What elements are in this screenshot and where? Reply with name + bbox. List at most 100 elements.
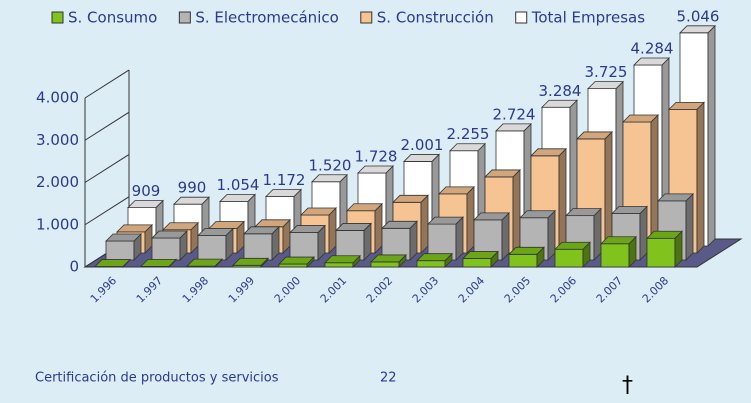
data-label: 2.001 — [401, 136, 444, 154]
bar — [186, 258, 223, 268]
bar — [105, 233, 142, 261]
bar-side — [374, 202, 383, 254]
bar-top — [611, 206, 648, 214]
data-label: 909 — [132, 182, 161, 200]
bar — [151, 230, 188, 261]
bar-top — [219, 194, 256, 202]
bar-top — [357, 165, 394, 174]
bar-top — [278, 256, 315, 265]
bar — [462, 250, 499, 268]
bar — [232, 257, 269, 268]
bar-front — [462, 258, 492, 268]
y-tick-label: 3.000 — [36, 131, 79, 149]
bar-top — [473, 212, 510, 221]
bar-top — [508, 246, 545, 255]
data-label: 1.728 — [355, 147, 398, 165]
bar — [554, 241, 591, 268]
bar-top — [162, 222, 199, 231]
bar-top — [105, 233, 142, 242]
legend-label: Total Empresas — [531, 9, 645, 27]
data-label: 2.255 — [447, 125, 490, 143]
bar-side — [707, 24, 716, 247]
bar-top — [370, 254, 407, 263]
bar-side — [547, 209, 556, 261]
bar-top — [600, 236, 637, 245]
bar — [278, 256, 315, 268]
bar-top — [484, 169, 521, 178]
bar-front — [278, 263, 308, 268]
footer-caption: Certificación de productos y servicios — [35, 371, 279, 386]
bar-top — [116, 224, 153, 233]
bar-front — [370, 261, 400, 268]
legend-swatch — [360, 11, 373, 24]
bar-front — [600, 243, 630, 268]
bar-top — [633, 57, 670, 66]
bar-front — [243, 233, 273, 261]
data-label: 1.054 — [217, 176, 260, 194]
bar-top — [668, 101, 705, 110]
y-tick-label: 0 — [69, 258, 79, 276]
bar — [140, 258, 177, 268]
bar-top — [151, 230, 188, 239]
bar — [646, 230, 683, 268]
bar-top — [289, 225, 326, 233]
bar — [335, 222, 372, 261]
bar-side — [466, 185, 475, 254]
footer-mark: † — [622, 373, 633, 398]
bar-top — [576, 131, 613, 140]
bar-side — [328, 207, 337, 254]
bar-front — [289, 232, 319, 261]
bar-top — [186, 258, 223, 267]
y-tick-label: 4.000 — [36, 89, 79, 107]
bar-top — [127, 200, 164, 208]
data-label: 3.725 — [585, 63, 628, 81]
data-label: 1.172 — [263, 171, 306, 189]
bar-side — [420, 194, 429, 254]
bar-top — [197, 228, 234, 236]
bar-front — [105, 240, 135, 261]
bar-top — [346, 203, 383, 212]
bar-top — [300, 207, 337, 216]
data-label: 990 — [178, 179, 207, 197]
bar — [600, 235, 637, 268]
bar-top — [381, 220, 418, 229]
bar — [508, 246, 545, 268]
grid-line — [84, 111, 130, 141]
data-label: 5.046 — [677, 7, 720, 25]
bar-top — [530, 148, 567, 157]
bar — [243, 225, 280, 261]
bar-top — [173, 196, 210, 205]
y-tick-label: 1.000 — [36, 215, 79, 233]
grid-line — [84, 154, 130, 183]
bar-top — [462, 251, 499, 259]
legend-swatch — [178, 11, 191, 24]
bar — [197, 227, 234, 261]
bar-top — [449, 143, 486, 152]
legend-swatch — [515, 11, 528, 24]
bar-side — [685, 192, 694, 261]
bar-side — [512, 168, 521, 254]
bar — [94, 258, 131, 268]
bar — [370, 253, 407, 268]
bar-front — [335, 230, 365, 261]
bar-top — [427, 216, 464, 225]
bar-top — [587, 81, 624, 90]
data-label: 4.284 — [631, 40, 674, 58]
bar-top — [554, 241, 591, 250]
bar-top — [403, 154, 440, 162]
bar-top — [657, 193, 694, 202]
bar-front — [646, 237, 676, 268]
data-label: 1.520 — [309, 156, 352, 174]
bar — [381, 220, 418, 261]
grid-line — [84, 196, 130, 226]
bar-side — [639, 205, 648, 261]
grid-line — [84, 69, 130, 99]
legend-label: S. Consumo — [68, 9, 157, 27]
bar-top — [94, 259, 131, 267]
bar-top — [416, 253, 453, 262]
bar-side — [501, 211, 510, 261]
bar — [324, 254, 361, 268]
bar-front — [554, 248, 584, 268]
bar-top — [565, 208, 602, 217]
